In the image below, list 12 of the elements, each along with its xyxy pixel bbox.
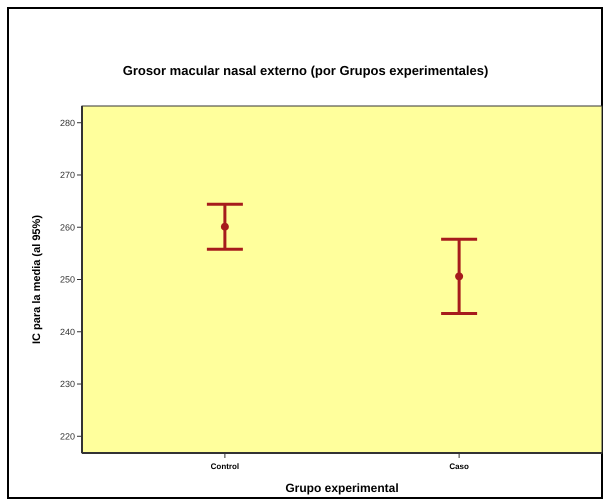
chart-title: Grosor macular nasal externo (por Grupos experimentales) (122, 63, 488, 78)
y-tick-label: 280 (60, 118, 75, 128)
x-tick-label: Control (210, 462, 240, 471)
y-tick-label: 230 (60, 379, 75, 390)
y-tick-label: 260 (60, 222, 75, 232)
y-tick-label: 250 (60, 274, 75, 285)
y-axis-title: IC para la media (al 95%) (31, 214, 43, 344)
x-tick-label: Caso (449, 462, 470, 471)
y-tick-label: 240 (60, 326, 75, 337)
x-axis-title: Grupo experimental (285, 481, 399, 495)
y-tick-label: 220 (60, 431, 75, 442)
y-tick-label: 270 (60, 170, 75, 180)
